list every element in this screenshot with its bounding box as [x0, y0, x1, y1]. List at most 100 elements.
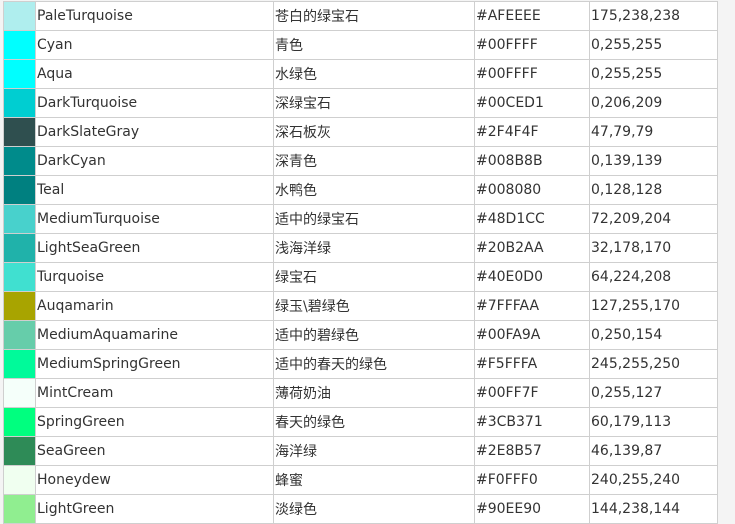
hex-code: #F0FFF0	[474, 465, 590, 495]
hex-code: #AFEEEE	[474, 1, 590, 31]
color-name: Turquoise	[35, 262, 274, 292]
hex-code: #90EE90	[474, 494, 590, 524]
hex-code: #00FF7F	[474, 378, 590, 408]
chinese-name: 适中的碧绿色	[273, 320, 475, 350]
hex-code: #40E0D0	[474, 262, 590, 292]
color-name: DarkTurquoise	[35, 88, 274, 118]
rgb-value: 64,224,208	[589, 262, 718, 292]
color-name: SpringGreen	[35, 407, 274, 437]
color-name: MediumAquamarine	[35, 320, 274, 350]
hex-code: #48D1CC	[474, 204, 590, 234]
chinese-name: 绿玉\碧绿色	[273, 291, 475, 321]
chinese-name: 苍白的绿宝石	[273, 1, 475, 31]
color-swatch	[3, 117, 36, 147]
hex-code: #20B2AA	[474, 233, 590, 263]
chinese-name: 水鸭色	[273, 175, 475, 205]
hex-code: #2F4F4F	[474, 117, 590, 147]
color-swatch	[3, 262, 36, 292]
color-name: Aqua	[35, 59, 274, 89]
table-row: Auqamarin 绿玉\碧绿色 #7FFFAA 127,255,170	[3, 291, 718, 321]
rgb-value: 240,255,240	[589, 465, 718, 495]
color-name: MediumTurquoise	[35, 204, 274, 234]
rgb-value: 0,255,255	[589, 59, 718, 89]
color-name: DarkSlateGray	[35, 117, 274, 147]
color-name: LightSeaGreen	[35, 233, 274, 263]
color-swatch	[3, 436, 36, 466]
chinese-name: 蜂蜜	[273, 465, 475, 495]
hex-code: #00FFFF	[474, 30, 590, 60]
table-row: LightSeaGreen 浅海洋绿 #20B2AA 32,178,170	[3, 233, 718, 263]
chinese-name: 浅海洋绿	[273, 233, 475, 263]
rgb-value: 0,206,209	[589, 88, 718, 118]
color-name: MintCream	[35, 378, 274, 408]
rgb-value: 175,238,238	[589, 1, 718, 31]
rgb-value: 0,250,154	[589, 320, 718, 350]
rgb-value: 127,255,170	[589, 291, 718, 321]
chinese-name: 深石板灰	[273, 117, 475, 147]
chinese-name: 春天的绿色	[273, 407, 475, 437]
color-swatch	[3, 407, 36, 437]
color-swatch	[3, 494, 36, 524]
color-table: PaleTurquoise 苍白的绿宝石 #AFEEEE 175,238,238 Cya…	[3, 1, 718, 524]
rgb-value: 47,79,79	[589, 117, 718, 147]
chinese-name: 海洋绿	[273, 436, 475, 466]
table-row: DarkSlateGray 深石板灰 #2F4F4F 47,79,79	[3, 117, 718, 147]
chinese-name: 深绿宝石	[273, 88, 475, 118]
table-row: MediumSpringGreen 适中的春天的绿色 #F5FFFA 245,255,…	[3, 349, 718, 379]
color-swatch	[3, 146, 36, 176]
color-name: PaleTurquoise	[35, 1, 274, 31]
hex-code: #008080	[474, 175, 590, 205]
color-swatch	[3, 378, 36, 408]
table-row: MintCream 薄荷奶油 #00FF7F 0,255,127	[3, 378, 718, 408]
table-row: SeaGreen 海洋绿 #2E8B57 46,139,87	[3, 436, 718, 466]
chinese-name: 青色	[273, 30, 475, 60]
color-swatch	[3, 1, 36, 31]
hex-code: #F5FFFA	[474, 349, 590, 379]
table-row: MediumTurquoise 适中的绿宝石 #48D1CC 72,209,204	[3, 204, 718, 234]
rgb-value: 60,179,113	[589, 407, 718, 437]
color-swatch	[3, 465, 36, 495]
rgb-value: 72,209,204	[589, 204, 718, 234]
rgb-value: 0,128,128	[589, 175, 718, 205]
color-name: Auqamarin	[35, 291, 274, 321]
rgb-value: 0,255,127	[589, 378, 718, 408]
chinese-name: 淡绿色	[273, 494, 475, 524]
rgb-value: 0,255,255	[589, 30, 718, 60]
hex-code: #7FFFAA	[474, 291, 590, 321]
rgb-value: 144,238,144	[589, 494, 718, 524]
table-row: Teal 水鸭色 #008080 0,128,128	[3, 175, 718, 205]
chinese-name: 适中的春天的绿色	[273, 349, 475, 379]
hex-code: #00FA9A	[474, 320, 590, 350]
chinese-name: 薄荷奶油	[273, 378, 475, 408]
color-name: DarkCyan	[35, 146, 274, 176]
hex-code: #00FFFF	[474, 59, 590, 89]
table-row: LightGreen 淡绿色 #90EE90 144,238,144	[3, 494, 718, 524]
color-swatch	[3, 320, 36, 350]
chinese-name: 深青色	[273, 146, 475, 176]
chinese-name: 水绿色	[273, 59, 475, 89]
rgb-value: 46,139,87	[589, 436, 718, 466]
chinese-name: 适中的绿宝石	[273, 204, 475, 234]
color-swatch	[3, 349, 36, 379]
color-swatch	[3, 291, 36, 321]
chinese-name: 绿宝石	[273, 262, 475, 292]
hex-code: #008B8B	[474, 146, 590, 176]
table-row: PaleTurquoise 苍白的绿宝石 #AFEEEE 175,238,238	[3, 1, 718, 31]
color-name: MediumSpringGreen	[35, 349, 274, 379]
table-row: DarkTurquoise 深绿宝石 #00CED1 0,206,209	[3, 88, 718, 118]
color-swatch	[3, 59, 36, 89]
hex-code: #00CED1	[474, 88, 590, 118]
color-swatch	[3, 30, 36, 60]
rgb-value: 32,178,170	[589, 233, 718, 263]
table-row: Turquoise 绿宝石 #40E0D0 64,224,208	[3, 262, 718, 292]
table-row: Honeydew 蜂蜜 #F0FFF0 240,255,240	[3, 465, 718, 495]
table-row: Aqua 水绿色 #00FFFF 0,255,255	[3, 59, 718, 89]
rgb-value: 0,139,139	[589, 146, 718, 176]
color-name: Honeydew	[35, 465, 274, 495]
table-row: SpringGreen 春天的绿色 #3CB371 60,179,113	[3, 407, 718, 437]
color-name: Cyan	[35, 30, 274, 60]
color-swatch	[3, 204, 36, 234]
hex-code: #2E8B57	[474, 436, 590, 466]
rgb-value: 245,255,250	[589, 349, 718, 379]
color-name: LightGreen	[35, 494, 274, 524]
